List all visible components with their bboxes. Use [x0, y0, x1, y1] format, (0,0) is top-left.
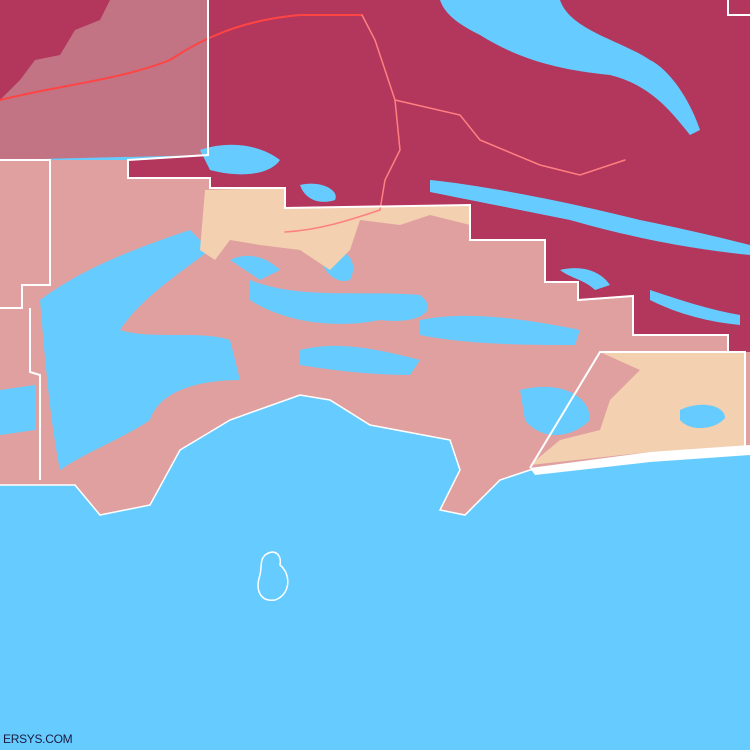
rivers-north	[200, 0, 750, 325]
region-dark-northwest	[0, 0, 110, 100]
lake-east	[680, 404, 725, 429]
island	[257, 551, 289, 601]
coastline	[0, 394, 750, 516]
roads	[0, 14, 626, 233]
boundaries	[0, 0, 750, 480]
beach-strip	[530, 445, 750, 475]
region-dark-north	[128, 0, 750, 352]
region-peach-north	[200, 188, 470, 270]
watermark-text: ERSYS.COM	[3, 732, 73, 746]
region-peach-east	[530, 352, 745, 465]
